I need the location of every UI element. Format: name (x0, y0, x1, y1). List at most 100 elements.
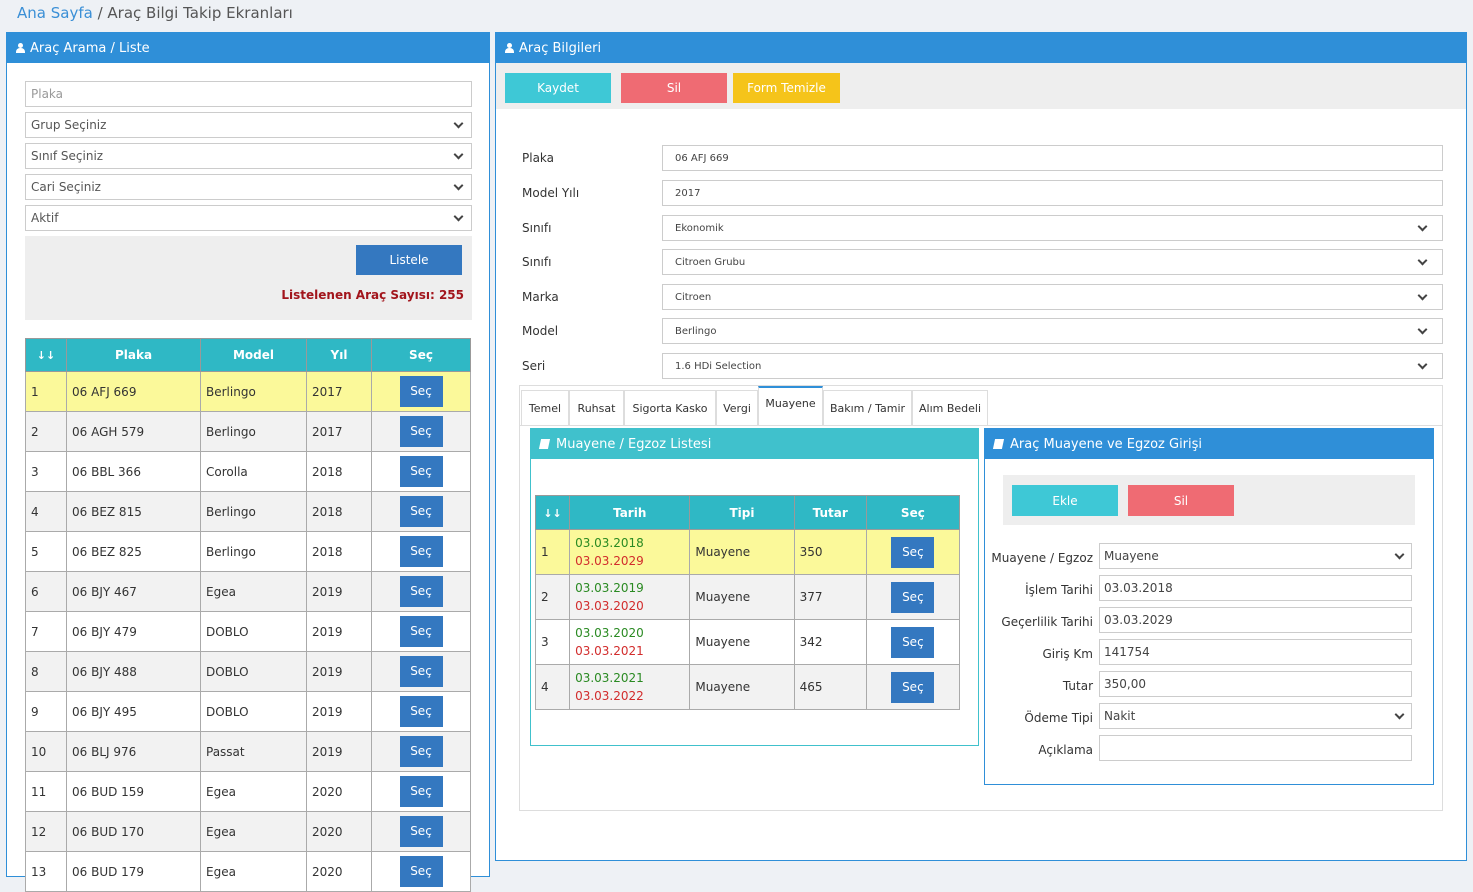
select-button[interactable]: Seç (399, 696, 443, 727)
table-row[interactable]: 11 06 BUD 159 Egea 2020 Seç (25, 771, 471, 812)
inspection-field-5[interactable]: Nakit (1099, 703, 1412, 729)
clear-form-button[interactable]: Form Temizle (733, 73, 840, 103)
inspection-field-0[interactable]: Muayene (1099, 543, 1412, 569)
select-button[interactable]: Seç (399, 736, 443, 767)
row-number: 1 (534, 529, 571, 575)
inspection-field-3[interactable]: 141754 (1099, 639, 1412, 665)
vehicle-field-2[interactable]: Ekonomik (662, 215, 1443, 241)
table-row[interactable]: 2 03.03.2019 03.03.2020 Muayene 377 Seç (534, 574, 961, 620)
column-header-yil[interactable]: Yıl (306, 338, 372, 372)
table-row[interactable]: 6 06 BJY 467 Egea 2019 Seç (25, 571, 471, 612)
inspection-entry-panel: Araç Muayene ve Egzoz Girişi Ekle Sil Mu… (984, 428, 1434, 785)
vehicle-field-6[interactable]: 1.6 HDi Selection (662, 353, 1443, 379)
vehicle-field-5[interactable]: Berlingo (662, 318, 1443, 344)
inspection-field-6[interactable] (1099, 735, 1412, 761)
tab-divider (520, 425, 1442, 426)
expiry-date: 03.03.2020 (575, 599, 644, 613)
select-button[interactable]: Seç (891, 581, 935, 613)
tab-temel[interactable]: Temel (521, 390, 569, 425)
select-button[interactable]: Seç (399, 456, 443, 487)
inspection-list-title: Muayene / Egzoz Listesi (556, 436, 712, 452)
column-header-plaka[interactable]: Plaka (66, 338, 201, 372)
status-select[interactable]: Aktif (25, 205, 472, 231)
select-button[interactable]: Seç (399, 576, 443, 607)
table-row[interactable]: 2 06 AGH 579 Berlingo 2017 Seç (25, 411, 471, 452)
select-button[interactable]: Seç (399, 376, 443, 407)
tab-ruhsat[interactable]: Ruhsat (569, 390, 624, 425)
tab-bakim-tamir[interactable]: Bakım / Tamir (823, 390, 912, 425)
field-value: 06 AFJ 669 (675, 152, 729, 164)
vehicle-field-4[interactable]: Citroen (662, 284, 1443, 310)
vehicle-field-0[interactable]: 06 AFJ 669 (662, 145, 1443, 171)
row-plaka: 06 BLJ 976 (66, 731, 201, 772)
row-model: DOBLO (200, 611, 307, 652)
select-button[interactable]: Seç (399, 616, 443, 647)
inspection-field-2[interactable]: 03.03.2029 (1099, 607, 1412, 633)
select-button[interactable]: Seç (399, 856, 443, 887)
select-button[interactable]: Seç (399, 816, 443, 847)
class-select[interactable]: Sınıf Seçiniz (25, 143, 472, 169)
table-row[interactable]: 12 06 BUD 170 Egea 2020 Seç (25, 811, 471, 852)
account-select[interactable]: Cari Seçiniz (25, 174, 472, 200)
tab-alim-bedeli[interactable]: Alım Bedeli (912, 390, 988, 425)
tab-sigorta-kasko[interactable]: Sigorta Kasko (624, 390, 716, 425)
tab-vergi[interactable]: Vergi (716, 390, 758, 425)
table-row[interactable]: 3 06 BBL 366 Corolla 2018 Seç (25, 451, 471, 492)
add-button[interactable]: Ekle (1012, 485, 1118, 516)
select-button[interactable]: Seç (891, 536, 935, 568)
row-model: Egea (200, 571, 307, 612)
form-label: Tutar (1062, 679, 1093, 693)
select-button[interactable]: Seç (891, 671, 935, 703)
inspection-field-1[interactable]: 03.03.2018 (1099, 575, 1412, 601)
select-button[interactable]: Seç (399, 496, 443, 527)
row-dates: 03.03.2018 03.03.2029 (569, 529, 691, 575)
table-row[interactable]: 1 06 AFJ 669 Berlingo 2017 Seç (25, 371, 471, 412)
save-button[interactable]: Kaydet (505, 73, 611, 103)
column-header-tipi[interactable]: Tipi (689, 495, 795, 530)
table-row[interactable]: 4 03.03.2021 03.03.2022 Muayene 465 Seç (534, 664, 961, 710)
field-value: 03.03.2029 (1104, 613, 1173, 627)
column-header-model[interactable]: Model (200, 338, 307, 372)
table-row[interactable]: 13 06 BUD 179 Egea 2020 Seç (25, 851, 471, 892)
row-number: 1 (25, 371, 67, 412)
vehicle-search-header: Araç Arama / Liste (7, 33, 489, 63)
inspection-table: ↓↓ Tarih Tipi Tutar Seç 1 03.03.2018 03.03… (534, 495, 961, 710)
column-header-tarih[interactable]: Tarih (569, 495, 691, 530)
table-row[interactable]: 8 06 BJY 488 DOBLO 2019 Seç (25, 651, 471, 692)
row-plaka: 06 BEZ 825 (66, 531, 201, 572)
vehicle-field-1[interactable]: 2017 (662, 180, 1443, 206)
vehicle-field-3[interactable]: Citroen Grubu (662, 249, 1443, 275)
select-button[interactable]: Seç (891, 626, 935, 658)
select-button[interactable]: Seç (399, 416, 443, 447)
row-plaka: 06 BJY 479 (66, 611, 201, 652)
group-select[interactable]: Grup Seçiniz (25, 112, 472, 138)
row-tutar: 342 (793, 619, 867, 665)
delete-button[interactable]: Sil (621, 73, 727, 103)
field-value: Citroen (675, 291, 712, 303)
table-row[interactable]: 5 06 BEZ 825 Berlingo 2018 Seç (25, 531, 471, 572)
table-row[interactable]: 7 06 BJY 479 DOBLO 2019 Seç (25, 611, 471, 652)
inspection-field-4[interactable]: 350,00 (1099, 671, 1412, 697)
inspection-delete-button[interactable]: Sil (1128, 485, 1234, 516)
row-tipi: Muayene (689, 574, 795, 620)
column-header-tutar[interactable]: Tutar (793, 495, 867, 530)
table-row[interactable]: 9 06 BJY 495 DOBLO 2019 Seç (25, 691, 471, 732)
tab-muayene[interactable]: Muayene (758, 386, 823, 426)
select-button[interactable]: Seç (399, 776, 443, 807)
table-row[interactable]: 10 06 BLJ 976 Passat 2019 Seç (25, 731, 471, 772)
row-number: 7 (25, 611, 67, 652)
plaka-search-input[interactable]: Plaka (25, 81, 472, 107)
select-button[interactable]: Seç (399, 536, 443, 567)
breadcrumb-home-link[interactable]: Ana Sayfa (17, 4, 93, 22)
select-button[interactable]: Seç (399, 656, 443, 687)
chevron-down-icon (453, 211, 464, 221)
table-row[interactable]: 4 06 BEZ 815 Berlingo 2018 Seç (25, 491, 471, 532)
table-row[interactable]: 1 03.03.2018 03.03.2029 Muayene 350 Seç (534, 529, 961, 575)
table-row[interactable]: 3 03.03.2020 03.03.2021 Muayene 342 Seç (534, 619, 961, 665)
row-select-cell: Seç (371, 811, 471, 852)
sort-header[interactable]: ↓↓ (25, 338, 67, 372)
sort-header[interactable]: ↓↓ (534, 495, 571, 530)
class-select-value: Sınıf Seçiniz (31, 149, 104, 163)
list-button[interactable]: Listele (356, 245, 462, 275)
row-model: Egea (200, 851, 307, 892)
